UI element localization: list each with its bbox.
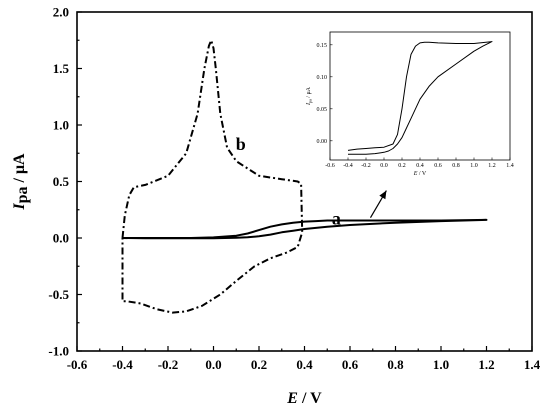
main-plot: -0.6 -0.4 -0.2 0.0 0.2 0.4 0.6 0.8 1.0 1.2 1.4 -1.… [11, 5, 541, 408]
inset-x-tick-label: 0.0 [380, 163, 388, 169]
curve-label-b: b [236, 134, 246, 154]
main-y-axis-title: Ipa / μA [11, 153, 31, 211]
inset-x-tick-label: -0.4 [343, 163, 353, 169]
inset-x-tick-label: 0.8 [452, 163, 460, 169]
main-curve-labels: ab [236, 134, 341, 229]
main-x-tick-label: 0.4 [296, 357, 313, 372]
main-x-tick-label: 1.4 [524, 357, 541, 372]
inset-x-axis-title: E / V [413, 171, 427, 177]
main-x-tick-label: 0.2 [251, 357, 267, 372]
main-x-tick-label: 0.6 [342, 357, 359, 372]
main-x-tick-label: -0.2 [158, 357, 179, 372]
inset-series [347, 41, 493, 155]
inset-x-ticks: -0.6 -0.4 -0.2 0.0 0.2 0.4 0.6 0.8 1.0 1.2 1.4 [325, 157, 514, 169]
inset-background [304, 28, 516, 184]
main-y-tick-label: 0.5 [53, 174, 70, 189]
inset-x-tick-label: 0.2 [398, 163, 406, 169]
main-x-axis-title: E / V [286, 390, 322, 407]
main-series-a-line [122, 218, 488, 240]
main-series [121, 39, 488, 314]
inset-y-tick-label: 0.05 [317, 107, 328, 113]
main-x-tick-label: -0.4 [112, 357, 133, 372]
main-x-tick-label: 0.0 [205, 357, 221, 372]
inset-y-ticks: 0.00 0.05 0.10 0.15 [317, 43, 333, 145]
main-y-ticks: -1.0 -0.5 0.0 0.5 1.0 1.5 2.0 [48, 5, 82, 359]
inset-x-tick-label: 1.2 [488, 163, 496, 169]
inset-y-tick-label: 0.15 [317, 43, 328, 49]
main-series-b-line [121, 39, 304, 314]
inset-x-axis-unit: / V [417, 171, 427, 177]
inset-y-axis-variable: I [306, 102, 312, 106]
inset-x-tick-label: -0.6 [325, 163, 335, 169]
main-y-tick-label: 0.0 [53, 231, 69, 246]
y-axis-variable: I [11, 203, 28, 211]
main-x-ticks: -0.6 -0.4 -0.2 0.0 0.2 0.4 0.6 0.8 1.0 1.2 1.4 [67, 346, 541, 372]
inset-y-axis-subscript: pa [308, 99, 313, 103]
inset-pointer-arrow [369, 190, 387, 218]
inset-y-tick-label: 0.10 [317, 75, 328, 81]
inset-x-tick-label: -0.2 [361, 163, 371, 169]
main-y-tick-label: -0.5 [48, 287, 69, 302]
main-x-tick-label: 1.0 [433, 357, 449, 372]
inset-x-tick-label: 1.4 [506, 163, 514, 169]
inset-y-axis-title: Ipa / μA [306, 86, 313, 106]
inset-x-axis-variable: E [413, 171, 418, 177]
main-y-tick-label: -1.0 [48, 344, 69, 359]
main-y-tick-label: 1.0 [53, 118, 69, 133]
inset-plot: -0.6 -0.4 -0.2 0.0 0.2 0.4 0.6 0.8 1.0 1.2 1.4 0.0… [304, 28, 516, 184]
inset-x-tick-label: 0.4 [416, 163, 424, 169]
arrow-head [379, 190, 387, 200]
x-axis-variable: E [286, 390, 298, 407]
inset-x-tick-label: 0.6 [434, 163, 442, 169]
main-y-tick-label: 1.5 [53, 61, 70, 76]
inset-x-tick-label: 1.0 [470, 163, 478, 169]
x-axis-unit: / V [298, 390, 322, 407]
y-axis-unit: / μA [11, 153, 28, 187]
main-x-tick-label: 1.2 [478, 357, 494, 372]
main-x-tick-label: 0.8 [387, 357, 404, 372]
inset-y-axis-unit: / μA [306, 86, 312, 99]
main-x-tick-label: -0.6 [67, 357, 88, 372]
main-y-tick-label: 2.0 [53, 5, 69, 20]
inset-y-tick-label: 0.00 [317, 139, 328, 145]
inset-series-a-line [347, 41, 493, 155]
y-axis-subscript: pa [14, 186, 31, 203]
curve-label-a: a [332, 208, 341, 228]
